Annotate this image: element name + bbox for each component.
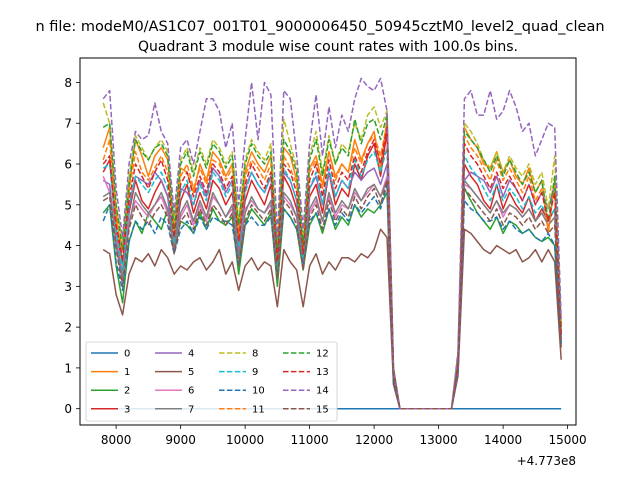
legend-label-3: 3 [124,404,130,415]
legend-label-0: 0 [124,349,130,360]
y-tick-label-7: 7 [64,117,72,131]
legend-label-8: 8 [252,349,258,360]
series-14-line [102,77,562,410]
figure-suptitle: n file: modeM0/AS1C07_001T01_9000006450_… [35,19,604,35]
legend-label-5: 5 [188,367,194,378]
legend-label-15: 15 [316,404,329,415]
x-offset-label: +4.773e8 [517,454,576,468]
legend-label-13: 13 [316,367,329,378]
y-tick-label-4: 4 [64,239,72,253]
legend-label-2: 2 [124,386,130,397]
y-tick-label-5: 5 [64,198,72,212]
y-tick-label-3: 3 [64,280,72,294]
x-tick-label-10000: 10000 [226,433,264,447]
axis-ticks: 8000 9000 10000 11000 12000 13000 14000 15000 0 1… [64,76,586,447]
legend-label-10: 10 [252,386,265,397]
legend-label-1: 1 [124,367,130,378]
y-tick-label-0: 0 [64,402,72,416]
series-10-line [102,183,562,410]
series-7-line [102,179,562,410]
x-tick-label-8000: 8000 [101,433,132,447]
x-tick-label-14000: 14000 [484,433,522,447]
series-13-line [102,126,562,410]
chart-title: Quadrant 3 module wise count rates with … [138,39,518,55]
y-tick-label-2: 2 [64,321,72,335]
x-tick-label-9000: 9000 [165,433,196,447]
x-tick-label-12000: 12000 [355,433,393,447]
legend-box [85,341,338,422]
legend-label-6: 6 [188,386,194,397]
series-5-line [102,228,562,410]
legend-label-14: 14 [316,386,329,397]
x-tick-label-15000: 15000 [549,433,587,447]
legend-label-12: 12 [316,349,329,360]
legend-label-9: 9 [252,367,258,378]
y-tick-label-8: 8 [64,76,72,90]
series-lines [102,77,562,410]
legend-label-7: 7 [188,404,194,415]
y-tick-label-6: 6 [64,158,72,172]
axes-frame [79,57,577,426]
x-tick-label-13000: 13000 [420,433,458,447]
y-tick-label-1: 1 [64,361,72,375]
series-15-line [102,179,562,410]
x-tick-label-11000: 11000 [291,433,329,447]
legend-label-4: 4 [188,349,194,360]
series-12-line [102,114,562,410]
legend-label-11: 11 [252,404,265,415]
